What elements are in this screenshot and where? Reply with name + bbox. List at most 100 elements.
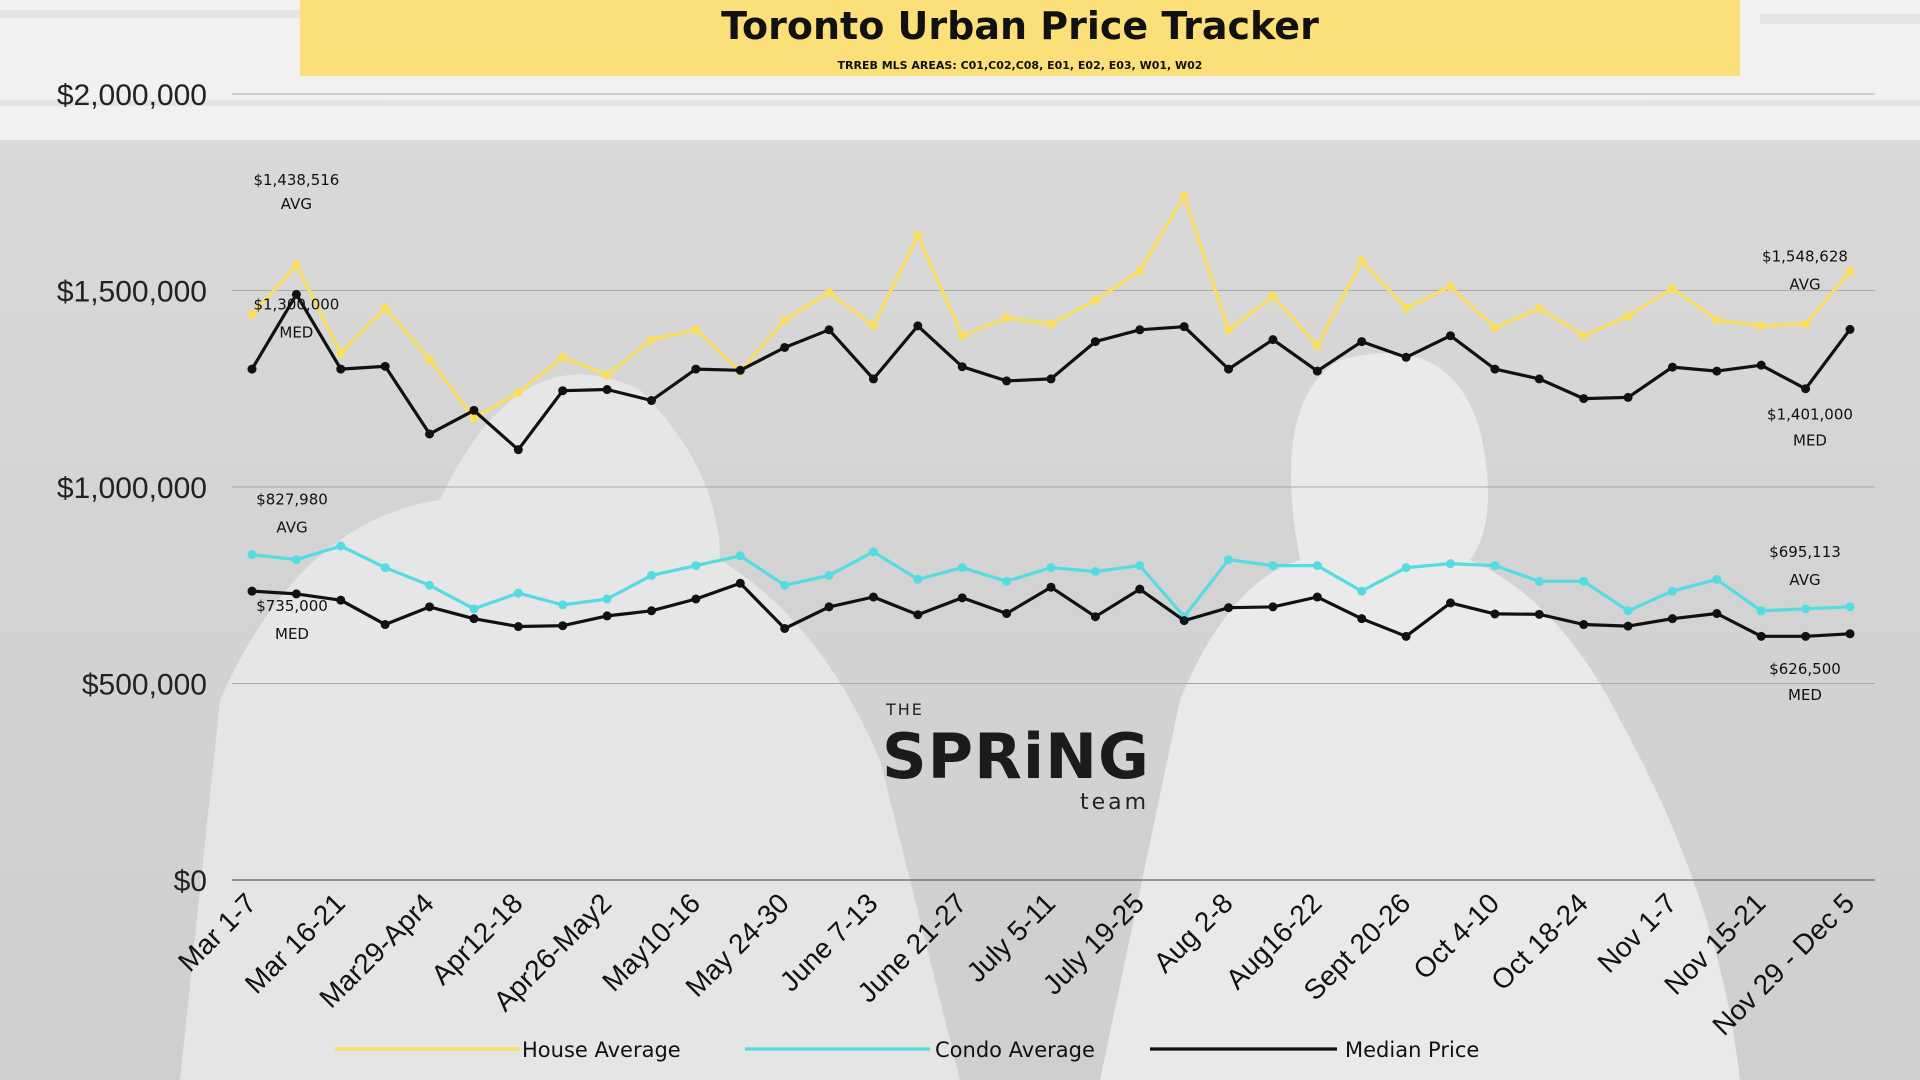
data-point <box>1357 586 1367 596</box>
data-point <box>380 361 390 371</box>
series-line <box>251 544 1851 619</box>
data-point <box>1002 376 1012 386</box>
title-band <box>300 0 1740 76</box>
data-point <box>735 365 745 375</box>
data-point <box>602 611 612 621</box>
logo-spring-text: SPRiNG <box>882 720 1150 793</box>
data-point <box>1090 295 1100 305</box>
data-point <box>380 563 390 573</box>
data-point <box>1312 592 1322 602</box>
data-point <box>780 342 790 352</box>
data-annotation-value: $1,300,000 <box>253 295 339 313</box>
data-point <box>1579 331 1589 341</box>
data-point <box>647 396 656 406</box>
data-point <box>1490 323 1500 333</box>
data-point <box>558 621 568 631</box>
data-point <box>1490 561 1500 571</box>
data-point <box>1401 352 1411 362</box>
data-point <box>1179 322 1189 332</box>
data-point <box>602 594 612 604</box>
data-point <box>1312 561 1322 571</box>
data-point <box>380 303 390 313</box>
data-point <box>291 260 301 270</box>
data-point <box>1357 256 1367 266</box>
data-point <box>247 310 257 320</box>
data-annotation-kind: AVG <box>1789 571 1820 589</box>
data-point <box>1845 629 1855 639</box>
data-point <box>868 592 878 602</box>
data-point <box>1224 364 1234 374</box>
data-point <box>868 547 878 557</box>
data-point <box>291 555 301 565</box>
data-point <box>1046 563 1056 573</box>
data-point <box>1357 614 1367 624</box>
data-point <box>602 385 612 395</box>
data-point <box>1756 360 1766 370</box>
data-point <box>691 594 701 604</box>
data-annotation-value: $1,401,000 <box>1767 405 1853 423</box>
data-point <box>1046 319 1056 329</box>
data-annotation-kind: MED <box>275 625 309 643</box>
data-point <box>1579 620 1589 630</box>
data-point <box>336 595 346 605</box>
data-point <box>868 321 878 331</box>
data-point <box>336 364 346 374</box>
data-point <box>1712 574 1722 584</box>
data-annotation-value: $626,500 <box>1769 660 1841 678</box>
data-point <box>868 374 878 384</box>
data-point <box>469 413 479 423</box>
data-point <box>1623 311 1633 321</box>
data-annotation-value: $1,548,628 <box>1762 247 1848 265</box>
data-point <box>1401 563 1411 573</box>
data-point <box>1756 606 1766 616</box>
data-point <box>735 578 745 588</box>
data-annotation-value: $827,980 <box>256 491 328 509</box>
data-point <box>1446 559 1455 569</box>
series-line <box>250 194 1852 420</box>
data-point <box>1446 598 1455 608</box>
chart-subtitle: TRREB MLS AREAS: C01,C02,C08, E01, E02, … <box>837 59 1203 72</box>
data-point <box>780 315 790 325</box>
data-point <box>1179 616 1189 626</box>
data-point <box>1268 291 1278 301</box>
data-point <box>513 388 523 398</box>
data-point <box>1312 341 1322 351</box>
y-tick-label: $1,000,000 <box>57 472 207 505</box>
x-tick-label: Aug 2-8 <box>1148 887 1239 978</box>
data-point <box>735 551 745 561</box>
y-tick-label: $500,000 <box>82 669 207 702</box>
data-point <box>1579 394 1589 404</box>
data-point <box>1046 374 1056 384</box>
data-point <box>1046 582 1056 592</box>
data-point <box>1712 609 1722 619</box>
data-point <box>1534 374 1544 384</box>
data-point <box>780 580 790 590</box>
data-point <box>1756 631 1766 641</box>
chart-title: Toronto Urban Price Tracker <box>721 4 1319 48</box>
data-point <box>824 325 834 335</box>
data-point <box>469 614 479 624</box>
data-point <box>957 593 967 603</box>
data-point <box>1446 331 1455 341</box>
data-point <box>1623 621 1633 631</box>
data-point <box>1712 315 1722 325</box>
data-point <box>247 364 257 374</box>
data-point <box>1002 576 1012 586</box>
data-point <box>513 588 523 598</box>
data-point <box>647 335 656 345</box>
logo-team-text: team <box>1080 790 1150 815</box>
data-point <box>425 354 435 364</box>
x-tick-label: Oct 18-24 <box>1485 887 1594 996</box>
data-point <box>1845 324 1855 334</box>
data-point <box>513 622 523 632</box>
data-point <box>513 445 523 455</box>
data-point <box>957 362 967 372</box>
data-point <box>1135 266 1145 276</box>
data-point <box>913 321 923 331</box>
data-point <box>1845 266 1855 276</box>
data-point <box>247 550 257 560</box>
data-point <box>1801 604 1811 614</box>
data-point <box>691 364 701 374</box>
data-point <box>913 610 923 620</box>
data-point <box>1667 614 1677 624</box>
